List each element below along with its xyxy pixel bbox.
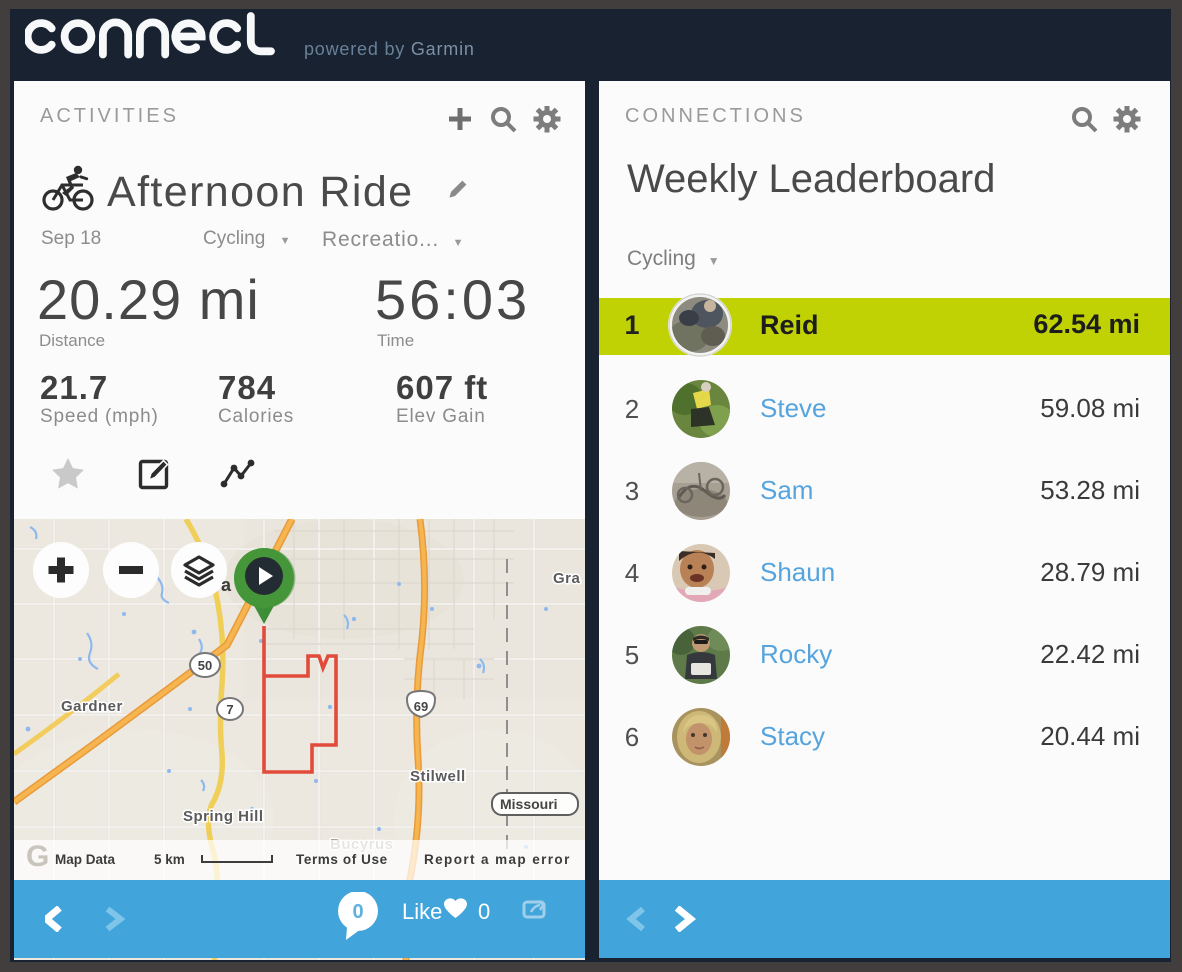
svg-text:Gra: Gra xyxy=(553,570,581,587)
svg-text:50: 50 xyxy=(198,658,212,673)
svg-text:0: 0 xyxy=(352,901,363,923)
svg-text:7: 7 xyxy=(226,702,233,717)
svg-text:69: 69 xyxy=(414,699,428,714)
svg-text:Like: Like xyxy=(402,899,442,924)
svg-text:Map Data: Map Data xyxy=(55,852,116,867)
svg-text:Report a map error: Report a map error xyxy=(424,852,571,867)
svg-text:a: a xyxy=(221,575,232,595)
svg-text:5 km: 5 km xyxy=(154,852,185,867)
svg-text:Missouri: Missouri xyxy=(500,796,558,812)
svg-text:Stilwell: Stilwell xyxy=(410,768,466,785)
svg-text:Gardner: Gardner xyxy=(61,698,123,715)
svg-text:0: 0 xyxy=(478,899,490,924)
svg-text:Spring Hill: Spring Hill xyxy=(183,808,264,825)
svg-text:G: G xyxy=(26,840,49,873)
svg-text:Terms of Use: Terms of Use xyxy=(296,852,388,867)
